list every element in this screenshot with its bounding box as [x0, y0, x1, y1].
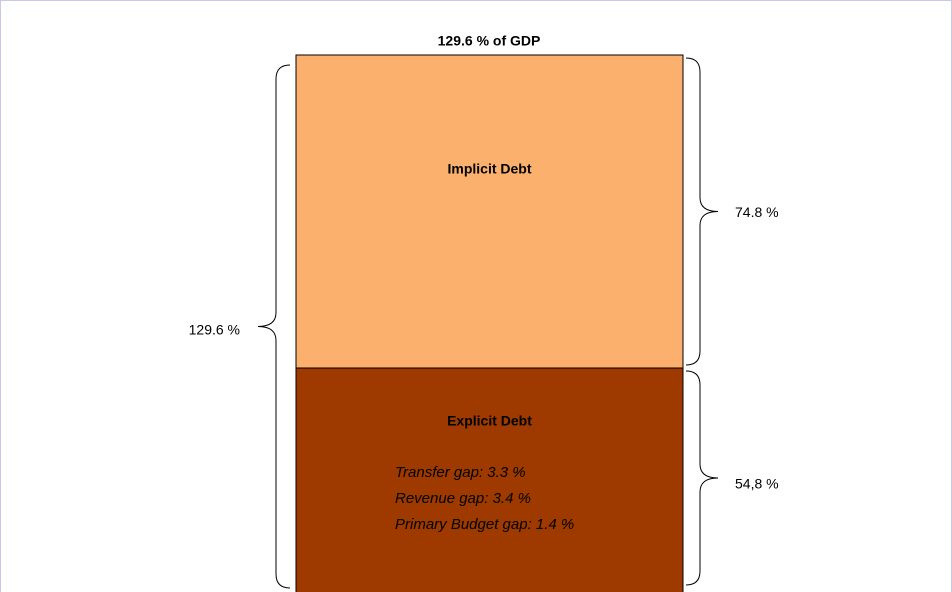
chart-title: 129.6 % of GDP [438, 33, 541, 49]
brace [257, 64, 291, 589]
brace [685, 370, 719, 586]
total-label: 129.6 % [189, 322, 240, 338]
bar-segment [295, 367, 684, 592]
annotation: Revenue gap: 3.4 % [395, 490, 531, 507]
segment-label: Explicit Debt [447, 413, 532, 429]
brace [685, 57, 719, 366]
annotation: Primary Budget gap: 1.4 % [395, 516, 574, 533]
value-label: 54,8 % [735, 475, 779, 491]
bar-segment [295, 54, 684, 369]
value-label: 74.8 % [735, 204, 779, 220]
annotation: Transfer gap: 3.3 % [395, 464, 526, 481]
segment-label: Implicit Debt [447, 161, 531, 177]
